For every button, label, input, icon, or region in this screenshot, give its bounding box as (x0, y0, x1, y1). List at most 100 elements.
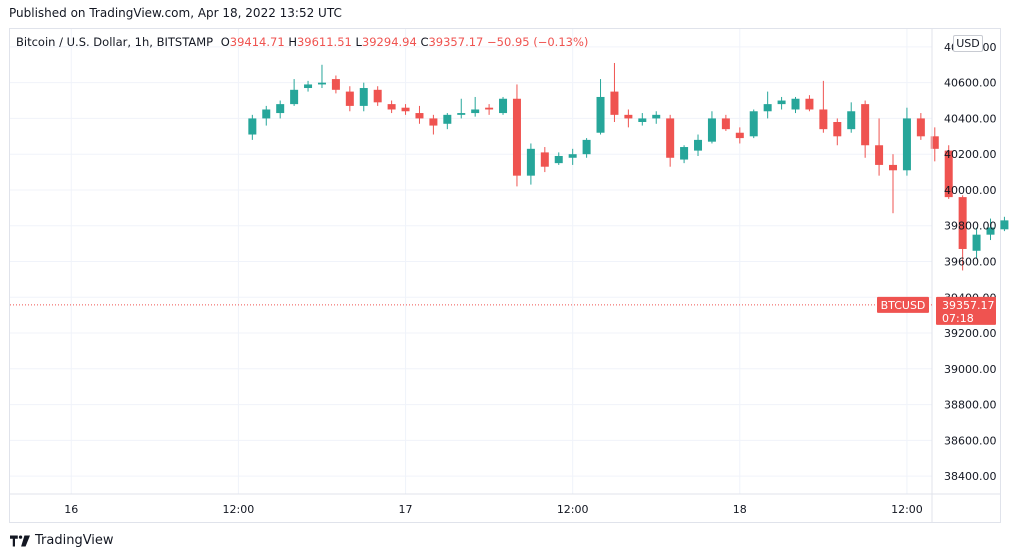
close-value: 39357.17 (428, 35, 484, 49)
candle (1000, 216, 1009, 232)
candle-body (582, 139, 591, 155)
candle (387, 100, 396, 114)
close-label: C (420, 35, 429, 49)
candle (944, 145, 953, 199)
candle (582, 138, 591, 158)
candle-body (359, 88, 368, 106)
candle-body (443, 114, 452, 124)
candle-body (554, 155, 563, 164)
candle-body (471, 109, 480, 114)
candle-body (930, 136, 939, 149)
candle (652, 111, 661, 124)
chart-frame (9, 28, 1001, 523)
candle (499, 96, 508, 115)
tradingview-logo-icon (10, 534, 30, 547)
candle-body (986, 227, 995, 235)
candle-body (485, 107, 494, 110)
candle-body (847, 111, 856, 130)
candle-body (596, 96, 605, 133)
candle (902, 107, 911, 176)
x-tick-label: 17 (399, 503, 413, 516)
candle (443, 113, 452, 130)
y-tick-label: 39800.00 (944, 220, 997, 233)
y-tick-label: 38400.00 (944, 470, 997, 483)
open-label: O (220, 35, 230, 49)
grid-lines (10, 29, 932, 494)
candle (707, 111, 716, 144)
candle-body (401, 107, 410, 112)
candle-body (749, 111, 758, 137)
candle (930, 127, 939, 162)
candle-body (248, 118, 257, 135)
candle (972, 227, 981, 258)
candle-body (805, 98, 814, 110)
candle (791, 96, 800, 114)
candle-body (499, 98, 508, 114)
candle-body (707, 118, 716, 142)
candle (680, 145, 689, 164)
candle (317, 64, 326, 89)
candle-body (763, 104, 772, 112)
candle-body (276, 104, 285, 114)
currency-button[interactable]: USD (953, 35, 983, 52)
candle-body (526, 148, 535, 176)
y-tick-label: 38600.00 (944, 434, 997, 447)
candle-body (262, 109, 271, 119)
candle (596, 79, 605, 135)
candle (749, 109, 758, 139)
candle (721, 114, 730, 131)
x-tick-label: 12:00 (891, 503, 923, 516)
candle (540, 147, 549, 173)
symbol-tag-bg (877, 296, 929, 313)
candle-body (331, 79, 340, 90)
low-label: L (355, 35, 362, 49)
candle (359, 82, 368, 112)
candle (666, 114, 675, 167)
candle-body (944, 150, 953, 198)
footer-brand-label: TradingView (35, 533, 114, 548)
low-value: 39294.94 (361, 35, 417, 49)
price-tag-bg (936, 296, 996, 325)
candle (471, 96, 480, 117)
candle (861, 100, 870, 158)
candle-body (610, 91, 619, 115)
price-tag-value: 39357.17 (942, 299, 995, 312)
candle (958, 195, 967, 271)
y-tick-label: 38800.00 (944, 399, 997, 412)
symbol-tag-label: BTCUSD (881, 299, 926, 312)
candle-body (916, 118, 925, 137)
candle (248, 114, 257, 140)
candle-body (568, 154, 577, 158)
candle (819, 80, 828, 133)
symbol-label[interactable]: Bitcoin / U.S. Dollar, 1h, BITSTAMP (16, 35, 214, 49)
candle-body (652, 114, 661, 119)
candles (248, 62, 1009, 271)
ohlc-legend: Bitcoin / U.S. Dollar, 1h, BITSTAMP O394… (16, 35, 588, 49)
candle (889, 154, 898, 214)
footer-brand[interactable]: TradingView (10, 533, 114, 548)
candle-body (902, 118, 911, 171)
candle (276, 100, 285, 119)
candle-body (345, 91, 354, 106)
y-tick-label: 39000.00 (944, 363, 997, 376)
high-value: 39611.51 (296, 35, 352, 49)
y-tick-label: 40000.00 (944, 184, 997, 197)
candle (916, 113, 925, 140)
candle-body (833, 122, 842, 137)
candle-body (1000, 220, 1009, 230)
candle (429, 114, 438, 135)
y-tick-label: 40200.00 (944, 148, 997, 161)
candle-body (290, 89, 299, 105)
candle-body (972, 234, 981, 251)
candle (554, 152, 563, 165)
candle (373, 86, 382, 106)
candle-body (457, 113, 466, 115)
x-tick-label: 16 (64, 503, 78, 516)
published-caption: Published on TradingView.com, Apr 18, 20… (9, 6, 342, 20)
candle-body (875, 145, 884, 165)
candle-body (540, 152, 549, 167)
candle (485, 104, 494, 115)
candle (638, 113, 647, 126)
